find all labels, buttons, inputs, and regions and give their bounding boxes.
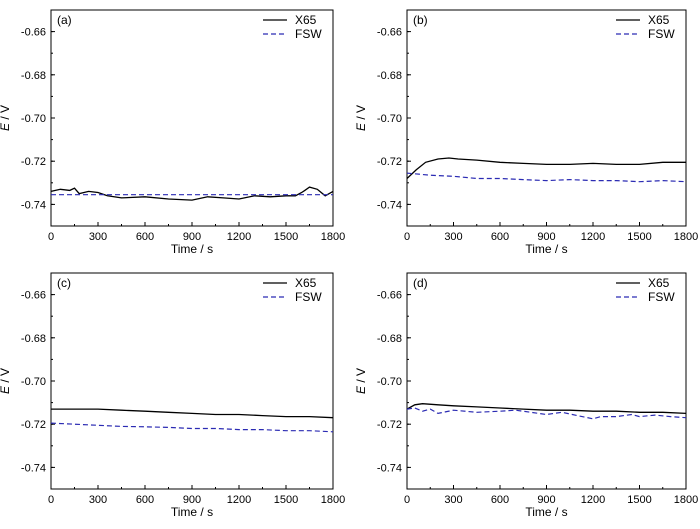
legend-label-fsw: FSW	[295, 290, 322, 304]
y-tick-label: -0.72	[21, 156, 46, 168]
y-tick-label: -0.68	[377, 70, 402, 82]
x-tick-label: 600	[491, 494, 509, 506]
y-tick-label: -0.70	[21, 376, 46, 388]
y-axis-label: E / V	[354, 368, 368, 394]
plot-frame	[50, 272, 334, 490]
y-tick-label: -0.66	[21, 27, 46, 39]
y-tick-label: -0.66	[377, 290, 402, 302]
y-axis-variable: E	[0, 385, 12, 394]
y-axis-variable: E	[354, 385, 368, 394]
x-tick-label: 900	[537, 231, 555, 243]
y-axis-variable: E	[354, 122, 368, 131]
series-line-x65	[50, 186, 334, 201]
legend-label-fsw: FSW	[648, 290, 675, 304]
legend-label-fsw: FSW	[648, 27, 675, 41]
series-line-fsw	[406, 172, 687, 183]
chart-panel-3: 0 300 600 900 1200 1500 1800 -0.74 -0.72 -0.70 -0.…	[0, 272, 345, 519]
y-tick-label: -0.66	[21, 290, 46, 302]
y-tick-label: -0.72	[377, 156, 402, 168]
x-axis-label: Time / s	[171, 242, 213, 256]
x-tick-label: 1200	[581, 231, 605, 243]
y-axis-unit: / V	[354, 368, 368, 386]
chart-panel-4: 0 300 600 900 1200 1500 1800 -0.74 -0.72 -0.70 -0.…	[354, 272, 698, 519]
panel-label: (b)	[413, 13, 428, 27]
x-tick-label: 1500	[627, 231, 651, 243]
x-tick-label: 1800	[321, 494, 345, 506]
legend-label-x65: X65	[295, 276, 317, 290]
x-axis-label: Time / s	[525, 505, 567, 519]
y-axis-label: E / V	[0, 105, 12, 131]
y-tick-label: -0.68	[377, 333, 402, 345]
x-tick-label: 1800	[321, 231, 345, 243]
x-tick-label: 600	[136, 494, 154, 506]
panel-label: (a)	[57, 13, 72, 27]
x-tick-label: 300	[89, 494, 107, 506]
series-line-x65	[51, 408, 334, 419]
x-tick-label: 1200	[581, 494, 605, 506]
y-tick-label: -0.74	[377, 199, 402, 211]
y-axis-unit: / V	[0, 368, 12, 386]
x-tick-label: 900	[183, 494, 201, 506]
y-axis-label: E / V	[0, 368, 12, 394]
legend-label-x65: X65	[648, 13, 670, 27]
y-tick-label: -0.68	[21, 333, 46, 345]
legend-label-x65: X65	[295, 13, 317, 27]
x-tick-label: 0	[404, 231, 410, 243]
series-line-x65	[406, 403, 687, 415]
x-tick-label: 300	[444, 231, 462, 243]
series-line-x65	[406, 157, 686, 179]
x-axis-label: Time / s	[525, 242, 567, 256]
x-tick-label: 1500	[274, 494, 298, 506]
x-tick-label: 600	[136, 231, 154, 243]
x-tick-label: 0	[48, 231, 54, 243]
x-tick-label: 1200	[227, 494, 251, 506]
y-axis-unit: / V	[354, 105, 368, 123]
x-tick-label: 1500	[274, 231, 298, 243]
x-tick-label: 1800	[674, 494, 698, 506]
x-tick-label: 600	[491, 231, 509, 243]
y-tick-label: -0.74	[21, 462, 46, 474]
y-axis-unit: / V	[0, 105, 12, 123]
plot-frame	[50, 9, 334, 227]
x-tick-label: 900	[537, 494, 555, 506]
chart-panel-2: 0 300 600 900 1200 1500 1800 -0.74 -0.72 -0.70 -0.…	[354, 9, 698, 256]
y-axis-label: E / V	[354, 105, 368, 131]
y-tick-label: -0.70	[21, 113, 46, 125]
chart-panel-1: 0 300 600 900 1200 1500 1800 -0.74 -0.72 -0.70 -0.…	[0, 9, 345, 256]
legend-label-x65: X65	[648, 276, 670, 290]
x-tick-label: 1500	[627, 494, 651, 506]
panel-label: (d)	[413, 276, 428, 290]
x-tick-label: 300	[444, 494, 462, 506]
x-tick-label: 300	[89, 231, 107, 243]
y-axis-variable: E	[0, 122, 12, 131]
x-tick-label: 900	[183, 231, 201, 243]
y-tick-label: -0.74	[377, 462, 402, 474]
panel-label: (c)	[57, 276, 71, 290]
x-tick-label: 0	[48, 494, 54, 506]
x-axis-label: Time / s	[171, 505, 213, 519]
y-tick-label: -0.70	[377, 376, 402, 388]
x-tick-label: 1800	[674, 231, 698, 243]
y-tick-label: -0.72	[377, 419, 402, 431]
y-tick-label: -0.70	[377, 113, 402, 125]
plot-frame	[406, 9, 687, 227]
y-tick-label: -0.68	[21, 70, 46, 82]
x-tick-label: 0	[404, 494, 410, 506]
y-tick-label: -0.72	[21, 419, 46, 431]
series-line-fsw	[50, 422, 334, 433]
plot-frame	[406, 272, 687, 490]
y-tick-label: -0.66	[377, 27, 402, 39]
series-line-fsw	[406, 407, 687, 420]
legend-label-fsw: FSW	[295, 27, 322, 41]
x-tick-label: 1200	[227, 231, 251, 243]
y-tick-label: -0.74	[21, 199, 46, 211]
